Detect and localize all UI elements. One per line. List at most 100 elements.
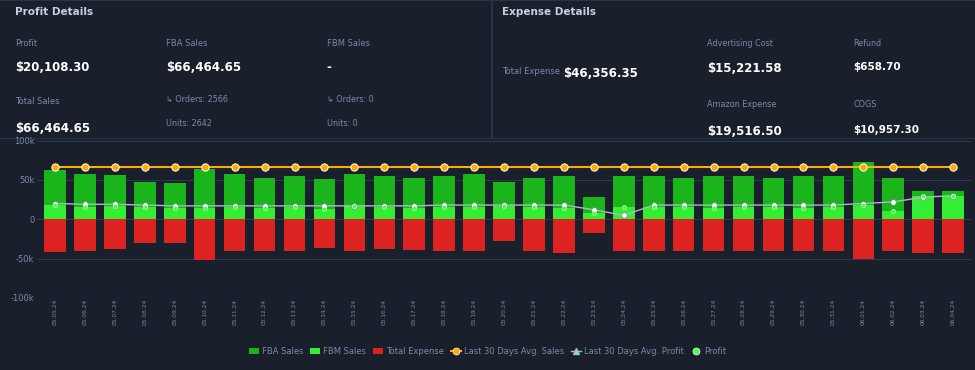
Point: [946, 193, 961, 199]
Point: [796, 205, 811, 211]
Point: [256, 205, 272, 211]
Text: Refund: Refund: [853, 39, 881, 48]
Bar: [762, 208, 784, 219]
Bar: [553, 176, 574, 219]
Text: Profit Details: Profit Details: [15, 7, 93, 17]
Bar: [643, 176, 665, 219]
Text: $66,464.65: $66,464.65: [15, 122, 90, 135]
Bar: [613, 208, 635, 219]
Point: [77, 164, 93, 170]
Bar: [524, 178, 545, 219]
Point: [376, 164, 392, 170]
Point: [586, 210, 602, 216]
Bar: [493, 182, 515, 219]
Text: Total Expense: Total Expense: [502, 67, 560, 75]
Point: [706, 164, 722, 170]
Point: [916, 164, 931, 170]
Bar: [44, 205, 65, 219]
Bar: [793, 208, 814, 219]
Point: [47, 202, 62, 208]
Bar: [463, 174, 485, 219]
Bar: [74, 206, 96, 219]
Point: [437, 164, 452, 170]
Bar: [852, 205, 875, 219]
Point: [646, 202, 662, 208]
Bar: [882, 219, 904, 251]
Point: [556, 164, 571, 170]
Point: [646, 164, 662, 170]
Bar: [673, 208, 694, 219]
Bar: [823, 208, 844, 219]
Point: [586, 164, 602, 170]
Point: [227, 205, 243, 211]
Bar: [314, 209, 335, 219]
Text: $10,957.30: $10,957.30: [853, 125, 919, 135]
Point: [526, 164, 542, 170]
Bar: [404, 208, 425, 219]
Bar: [852, 162, 875, 219]
Point: [77, 204, 93, 209]
Point: [586, 207, 602, 213]
Bar: [104, 175, 126, 219]
Bar: [463, 219, 485, 251]
Bar: [583, 197, 604, 219]
Point: [496, 203, 512, 209]
Point: [107, 164, 123, 170]
Bar: [882, 178, 904, 219]
Bar: [703, 219, 724, 251]
Bar: [254, 208, 275, 219]
Text: $15,221.58: $15,221.58: [707, 63, 782, 75]
Point: [287, 204, 302, 209]
Point: [197, 205, 213, 211]
Point: [916, 193, 931, 199]
Bar: [314, 179, 335, 219]
Text: -: -: [327, 61, 332, 74]
Text: $20,108.30: $20,108.30: [15, 61, 89, 74]
Bar: [404, 219, 425, 250]
Bar: [823, 219, 844, 251]
Bar: [194, 219, 215, 260]
Bar: [134, 208, 156, 219]
Bar: [44, 171, 65, 219]
Bar: [74, 174, 96, 219]
Bar: [762, 178, 784, 219]
Point: [855, 164, 871, 170]
Point: [317, 206, 332, 212]
Bar: [762, 219, 784, 251]
Text: Total Sales: Total Sales: [15, 97, 59, 106]
Point: [197, 203, 213, 209]
Legend: FBA Sales, FBM Sales, Total Expense, Last 30 Days Avg. Sales, Last 30 Days Avg. : FBA Sales, FBM Sales, Total Expense, Las…: [245, 344, 730, 359]
Bar: [373, 208, 395, 219]
Bar: [613, 219, 635, 251]
Text: FBM Sales: FBM Sales: [327, 39, 370, 48]
Bar: [943, 191, 964, 219]
Point: [916, 194, 931, 200]
Text: ↳ Orders: 2566: ↳ Orders: 2566: [166, 94, 227, 103]
Bar: [703, 208, 724, 219]
Point: [346, 164, 362, 170]
Bar: [913, 191, 934, 219]
Bar: [194, 208, 215, 219]
Bar: [434, 176, 455, 219]
Text: $66,464.65: $66,464.65: [166, 61, 241, 74]
Bar: [164, 208, 185, 219]
Bar: [164, 183, 185, 219]
Bar: [284, 176, 305, 219]
Point: [107, 203, 123, 209]
Point: [526, 202, 542, 208]
Bar: [823, 176, 844, 219]
Bar: [643, 219, 665, 251]
Point: [376, 205, 392, 211]
Point: [47, 201, 62, 206]
Bar: [913, 219, 934, 253]
Point: [736, 205, 752, 211]
Point: [736, 202, 752, 208]
Bar: [882, 211, 904, 219]
Bar: [314, 219, 335, 248]
Point: [437, 202, 452, 208]
Point: [346, 203, 362, 209]
Bar: [343, 206, 366, 219]
Bar: [134, 219, 156, 243]
Bar: [943, 196, 964, 219]
Point: [107, 201, 123, 207]
